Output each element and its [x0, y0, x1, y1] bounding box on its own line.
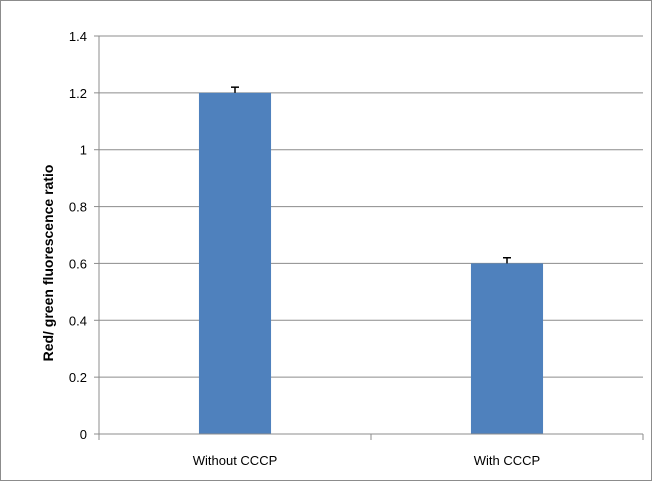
gridlines: [99, 35, 643, 378]
y-tick-label: 0.4: [69, 313, 87, 328]
labels: 0 0.2 0.4 0.6 0.8 1 1.2 1.4 Without CCCP With CCC…: [69, 29, 540, 468]
x-category-label: With CCCP: [474, 453, 540, 468]
bars: [198, 86, 544, 434]
y-tick-label: 1.2: [69, 86, 87, 101]
y-tick-label: 0.8: [69, 200, 87, 215]
y-tick-label: 1.4: [69, 29, 87, 44]
y-tick-label: 0.2: [69, 370, 87, 385]
y-tick-label: 0.6: [69, 256, 87, 271]
y-axis-title: Red/ green fluorescence ratio: [40, 165, 56, 362]
x-category-label: Without CCCP: [193, 453, 278, 468]
y-tick-label: 0: [80, 427, 87, 442]
bar-without-cccp: [198, 92, 272, 434]
axes: [94, 35, 644, 440]
y-tick-label: 1: [80, 143, 87, 158]
bar-with-cccp: [470, 263, 544, 434]
